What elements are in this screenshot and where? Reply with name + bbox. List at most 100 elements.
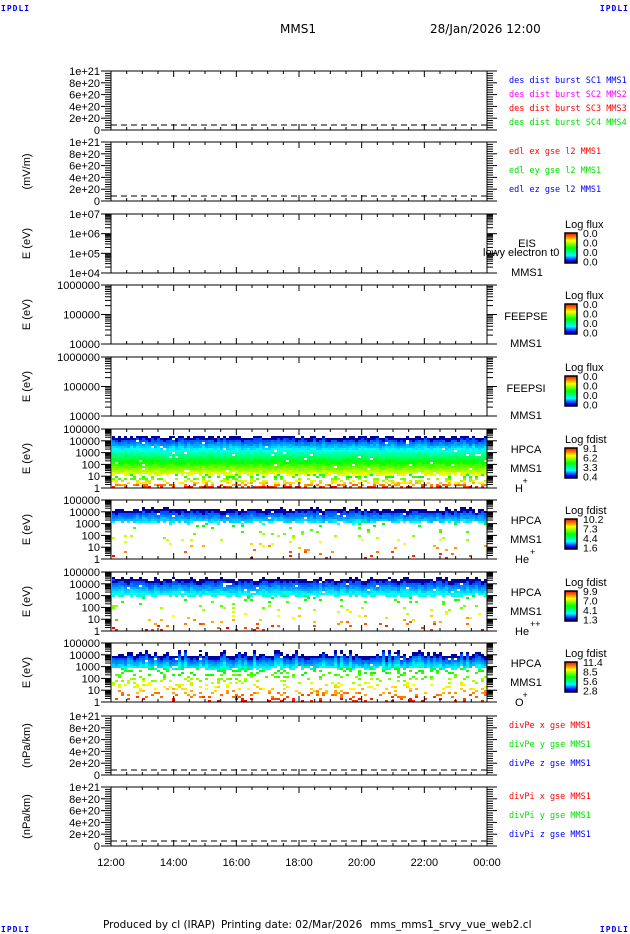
colorbar-tick-label: 0.4 — [583, 472, 598, 484]
x-tick-label: 14:00 — [160, 857, 188, 869]
spacecraft-label: MMS1 — [511, 267, 543, 279]
footer-filename: mms_mms1_srvy_vue_web2.cl — [370, 919, 532, 931]
y-tick-label: 1000 — [76, 591, 100, 603]
ion-species-label: He — [515, 554, 529, 566]
corner-label-bottom-left: IPDLI — [1, 925, 31, 934]
corner-label-top-left: IPDLI — [1, 4, 31, 13]
legend-entry: des dist burst SC4 MMS4 — [509, 118, 627, 128]
colorbar-tick-label: 5.6 — [583, 676, 598, 688]
ion-species-label: O — [515, 697, 524, 709]
y-tick-label: 100000 — [63, 424, 100, 436]
x-tick-label: 12:00 — [97, 857, 125, 869]
footer-printing-date: Printing date: 02/Mar/2026 — [221, 919, 363, 931]
colorbar-tick-label: 0.0 — [583, 328, 598, 340]
colorbar-tick-label: 2.8 — [583, 686, 598, 698]
panel-frame — [110, 499, 488, 560]
y-tick-label: 1000000 — [57, 280, 100, 292]
x-tick-label: 18:00 — [285, 857, 313, 869]
instrument-label: EIS — [518, 238, 536, 250]
panel-frame — [110, 642, 488, 703]
y-tick-label: 6e+20 — [69, 735, 100, 747]
y-axis-label: (nPa/km) — [21, 794, 33, 839]
instrument-label: FEEPSE — [504, 311, 547, 323]
spectrogram-image-He1 — [112, 501, 487, 559]
colorbar-tick-label: 6.2 — [583, 453, 598, 465]
y-tick-label: 1e+07 — [69, 209, 100, 221]
y-tick-label: 100000 — [63, 310, 100, 322]
colorbar-tick-label: 7.0 — [583, 596, 598, 608]
spectrogram-image-He2 — [112, 573, 487, 631]
spacecraft-label: MMS1 — [510, 534, 542, 546]
y-tick-label: 1000000 — [57, 352, 100, 364]
colorbar-tick-label: 9.1 — [583, 443, 598, 455]
y-tick-label: 10000 — [69, 650, 100, 662]
spectrogram-image-H1 — [112, 430, 487, 488]
panel-frame — [110, 786, 488, 847]
y-tick-label: 1e+06 — [69, 229, 100, 241]
y-axis-label: (mV/m) — [21, 153, 33, 189]
y-tick-label: 2e+20 — [69, 758, 100, 770]
panel-frame — [110, 141, 488, 202]
y-tick-label: 100000 — [63, 638, 100, 650]
colorbar-tick-label: 0.0 — [583, 371, 598, 383]
y-tick-label: 1e+21 — [69, 66, 100, 78]
y-tick-label: 100000 — [63, 567, 100, 579]
y-tick-label: 100000 — [63, 382, 100, 394]
y-tick-label: 0 — [94, 770, 100, 782]
colorbar-title: Log flux — [565, 219, 604, 231]
colorbar-title: Log fdist — [565, 577, 607, 589]
y-tick-label: 1e+05 — [69, 248, 100, 260]
colorbar-tick-label: 0.0 — [583, 309, 598, 321]
y-tick-label: 100 — [82, 530, 100, 542]
panel-frame — [110, 213, 488, 274]
y-tick-label: 6e+20 — [69, 161, 100, 173]
legend-entry: edl ez gse l2 MMS1 — [509, 185, 601, 195]
colorbar-tick-label: 0.0 — [583, 400, 598, 412]
spacecraft-label: MMS1 — [510, 606, 542, 618]
y-tick-label: 10 — [88, 685, 100, 697]
legend-entry: divPe y gse MMS1 — [509, 740, 591, 750]
instrument-sublabel: lowy electron t0 — [483, 247, 559, 259]
legend-entry: edl ex gse l2 MMS1 — [509, 147, 601, 157]
colorbar — [564, 447, 578, 479]
y-tick-label: 8e+20 — [69, 723, 100, 735]
colorbar-tick-label: 4.4 — [583, 533, 598, 545]
colorbar — [564, 303, 578, 335]
legend-entry: divPe z gse MMS1 — [509, 759, 591, 769]
y-tick-label: 4e+20 — [69, 746, 100, 758]
spacecraft-label: MMS1 — [510, 463, 542, 475]
colorbar-tick-label: 10.2 — [583, 514, 604, 526]
y-tick-label: 10000 — [69, 507, 100, 519]
y-tick-label: 10000 — [69, 339, 100, 351]
colorbar-title: Log flux — [565, 362, 604, 374]
y-tick-label: 1e+21 — [69, 137, 100, 149]
plot-datetime: 28/Jan/2026 12:00 — [430, 22, 541, 36]
colorbar-tick-label: 0.0 — [583, 247, 598, 259]
y-tick-label: 10 — [88, 471, 100, 483]
y-tick-label: 10 — [88, 542, 100, 554]
colorbar-tick-label: 7.3 — [583, 524, 598, 536]
spacecraft-title: MMS1 — [280, 22, 316, 36]
colorbar-title: Log flux — [565, 290, 604, 302]
ion-species-label: He — [515, 626, 529, 638]
instrument-label: HPCA — [511, 658, 542, 670]
footer-produced-by: Produced by cl (IRAP) — [103, 919, 216, 931]
y-tick-label: 1 — [94, 483, 100, 495]
x-tick-label: 22:00 — [411, 857, 439, 869]
legend-entry: divPi z gse MMS1 — [509, 830, 591, 840]
y-tick-label: 4e+20 — [69, 101, 100, 113]
y-tick-label: 1000 — [76, 519, 100, 531]
colorbar-tick-label: 0.0 — [583, 228, 598, 240]
spacecraft-label: MMS1 — [510, 338, 542, 350]
y-tick-label: 1e+04 — [69, 268, 100, 280]
y-tick-label: 10 — [88, 614, 100, 626]
colorbar-title: Log fdist — [565, 505, 607, 517]
y-axis-label: E (eV) — [21, 514, 33, 545]
y-tick-label: 4e+20 — [69, 172, 100, 184]
panel-frame — [110, 715, 488, 776]
panel-frame — [110, 284, 488, 345]
ion-charge-superscript: + — [530, 547, 535, 557]
colorbar-tick-label: 11.4 — [583, 657, 603, 669]
